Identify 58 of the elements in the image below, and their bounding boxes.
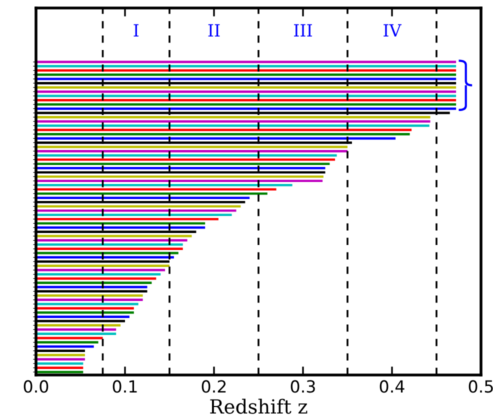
bar: [36, 99, 456, 102]
bar: [36, 166, 326, 170]
bar: [36, 196, 250, 200]
bar: [36, 132, 410, 136]
bar: [36, 264, 170, 268]
bar: [36, 316, 130, 318]
bar: [36, 256, 174, 259]
x-tick-label: 0.2: [202, 380, 226, 393]
bar: [36, 243, 183, 246]
bar: [36, 154, 337, 157]
bar: [36, 252, 178, 254]
bar: [36, 209, 236, 212]
bar: [36, 180, 323, 182]
x-tick-label: 0.0: [24, 380, 48, 393]
bar: [36, 214, 232, 216]
x-tick-label: 0.5: [468, 380, 493, 393]
bar: [36, 188, 276, 191]
bar: [36, 222, 206, 225]
bar: [36, 162, 330, 166]
bar: [36, 124, 430, 127]
bar: [36, 239, 188, 242]
bar: [36, 332, 116, 335]
bar: [36, 282, 152, 284]
bar: [36, 358, 85, 360]
bar: [36, 234, 192, 238]
x-tick-label: 0.1: [112, 380, 137, 393]
bar: [36, 205, 241, 208]
bar: [36, 146, 348, 148]
bar: [36, 192, 268, 195]
bar: [36, 90, 456, 93]
bar: [36, 184, 292, 186]
text: I: [134, 24, 138, 36]
bar: [36, 137, 396, 140]
bar: [36, 128, 412, 132]
bar: [36, 298, 143, 301]
x-tick-label: 0.4: [380, 380, 404, 393]
bar: [36, 273, 161, 276]
bar: [36, 218, 218, 220]
x-tick-label: 0.3: [290, 380, 315, 393]
bar: [36, 248, 183, 250]
text: IV: [384, 24, 402, 36]
bar: [36, 150, 348, 152]
bar: [36, 341, 98, 344]
x-axis-title: Redshift z: [210, 398, 308, 414]
bar: [36, 175, 324, 178]
bar: [36, 366, 84, 369]
bar: [36, 226, 206, 229]
bar: [36, 324, 121, 326]
bar: [36, 65, 456, 68]
bar: [36, 120, 430, 123]
bar: [36, 108, 456, 110]
bar: [36, 158, 336, 161]
bar: [36, 116, 430, 118]
bar: [36, 307, 134, 310]
bar: [36, 74, 456, 76]
text: II: [208, 24, 220, 36]
text: III: [294, 24, 312, 36]
bar: [36, 268, 166, 272]
